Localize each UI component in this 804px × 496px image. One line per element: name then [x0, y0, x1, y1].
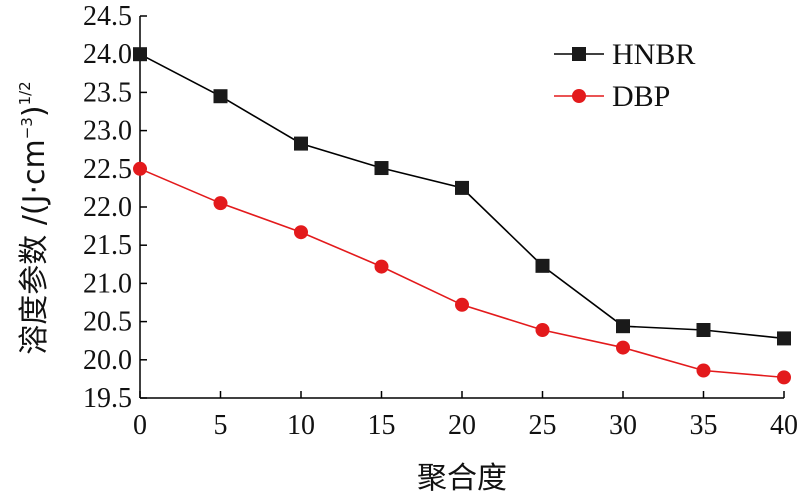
data-point-dbp [213, 196, 228, 211]
y-axis-title: 溶度参数 /(J·cm−3)1/2 [16, 81, 52, 354]
x-tick-label: 35 [690, 410, 718, 441]
data-point-hnbr [294, 136, 308, 151]
x-tick-label: 0 [133, 410, 147, 441]
x-tick-label: 5 [214, 410, 228, 441]
series-line-hnbr [139, 53, 785, 340]
legend-marker [572, 89, 586, 103]
series-layer [133, 47, 791, 385]
data-point-hnbr [374, 161, 389, 176]
series-dbp [133, 161, 791, 385]
y-axis-title-close: ) [17, 105, 52, 117]
data-point-hnbr [777, 331, 791, 346]
series-hnbr [133, 47, 791, 346]
data-point-dbp [535, 323, 550, 338]
series-line-dbp [139, 168, 785, 379]
data-point-dbp [616, 340, 630, 355]
data-point-hnbr [213, 89, 228, 104]
x-axis-title: 聚合度 [417, 461, 507, 496]
legend-entry-hnbr: HNBR [554, 38, 695, 71]
y-tick-label: 23.0 [83, 116, 132, 147]
axes [139, 15, 785, 399]
data-point-dbp [455, 297, 469, 312]
y-tick-label: 22.0 [83, 192, 132, 223]
y-tick-label: 20.5 [83, 307, 132, 338]
data-point-hnbr [696, 323, 711, 338]
data-point-dbp [696, 363, 711, 378]
legend-entry-dbp: DBP [554, 80, 670, 113]
data-point-hnbr [616, 319, 630, 334]
legend-marker [572, 47, 586, 61]
data-point-dbp [777, 370, 791, 385]
x-tick-label: 15 [368, 410, 396, 441]
data-point-hnbr [455, 180, 469, 195]
y-tick-label: 21.5 [83, 230, 132, 261]
y-tick-label: 19.5 [83, 383, 132, 414]
legend-label: DBP [612, 80, 670, 113]
data-point-dbp [374, 259, 389, 274]
y-axis-title-text: 溶度参数 /(J·cm [17, 139, 52, 354]
legend: HNBR DBP [554, 38, 695, 113]
x-tick-label: 25 [529, 410, 557, 441]
y-tick-label: 24.0 [83, 39, 132, 70]
x-tick-label: 20 [448, 410, 476, 441]
y-tick-label: 21.0 [83, 268, 132, 299]
y-axis-title-exp2: 1/2 [16, 81, 34, 105]
x-tick-label: 10 [287, 410, 315, 441]
legend-label: HNBR [612, 38, 695, 71]
y-tick-label: 24.5 [83, 1, 132, 32]
tick-labels: 19.5 20.0 20.5 21.0 21.5 22.0 22.5 23.0 23.5 24.0… [83, 1, 798, 441]
y-tick-label: 22.5 [83, 154, 132, 185]
data-point-hnbr [535, 258, 550, 273]
x-tick-label: 30 [609, 410, 637, 441]
y-tick-label: 20.0 [83, 345, 132, 376]
y-axis-title-exp1: −3 [18, 117, 36, 139]
x-tick-label: 40 [770, 410, 798, 441]
data-point-dbp [133, 161, 147, 176]
y-tick-label: 23.5 [83, 77, 132, 108]
data-point-hnbr [133, 47, 147, 62]
data-point-dbp [294, 225, 308, 240]
